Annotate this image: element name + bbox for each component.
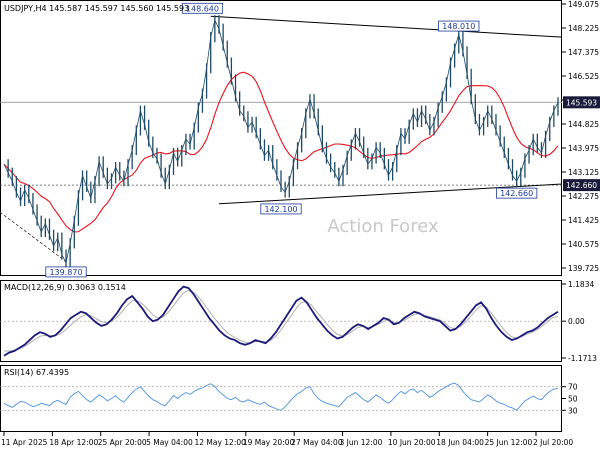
x-tick-label: 3 Jun 12:00 bbox=[340, 438, 383, 447]
macd-ytick-label: -1.1713 bbox=[568, 354, 597, 363]
price-panel-frame bbox=[0, 0, 562, 276]
annotation-label: 142.100 bbox=[264, 205, 297, 214]
x-tick-label: 18 Jun 04:00 bbox=[436, 438, 484, 447]
watermark: Action Forex bbox=[327, 216, 439, 237]
upper-trendline bbox=[210, 15, 563, 38]
moving-average-line bbox=[3, 71, 559, 233]
price-ytick-label: 144.825 bbox=[568, 120, 599, 129]
price-ytick-label: 143.975 bbox=[568, 144, 599, 153]
symbol-label: USDJPY,H4 145.587 145.597 145.560 145.59… bbox=[4, 4, 189, 13]
annotation-label: 148.010 bbox=[442, 22, 475, 31]
price-ytick-label: 146.525 bbox=[568, 72, 599, 81]
annotation-box bbox=[260, 203, 302, 215]
macd-line bbox=[3, 285, 559, 357]
annotation-box bbox=[45, 266, 87, 278]
last-price-tag-bg bbox=[563, 96, 600, 109]
support-tag-label: 142.660 bbox=[566, 181, 597, 190]
rsi-ytick-label: 30 bbox=[568, 406, 578, 415]
annotation-label: 139.870 bbox=[49, 268, 82, 277]
macd-signal-line bbox=[4, 289, 559, 352]
price-ytick-label: 140.575 bbox=[568, 240, 599, 249]
price-ytick-label: 142.275 bbox=[568, 192, 599, 201]
x-tick-label: 12 May 12:00 bbox=[194, 438, 246, 447]
annotation-box bbox=[496, 187, 538, 199]
price-ytick-label: 149.075 bbox=[568, 0, 599, 9]
price-ytick-label: 147.375 bbox=[568, 48, 599, 57]
price-ytick-label: 148.225 bbox=[568, 24, 599, 33]
lower-trendline bbox=[218, 183, 563, 205]
annotation-box bbox=[181, 2, 224, 14]
macd-label: MACD(12,26,9) 0.3063 0.1514 bbox=[4, 283, 126, 292]
annotation-box bbox=[438, 20, 480, 32]
price-ytick-label: 139.725 bbox=[568, 264, 599, 273]
macd-ytick-label: 0.00 bbox=[568, 317, 585, 326]
rsi-line bbox=[3, 382, 559, 411]
x-tick-label: 2 Jul 20:00 bbox=[533, 438, 573, 447]
x-tick-label: 25 Apr 20:00 bbox=[98, 438, 147, 447]
price-ytick-label: 141.425 bbox=[568, 216, 599, 225]
x-tick-label: 18 Apr 12:00 bbox=[49, 438, 98, 447]
rsi-label: RSI(14) 67.4395 bbox=[4, 368, 69, 377]
rsi-ytick-label: 70 bbox=[568, 383, 578, 392]
x-tick-label: 19 May 20:00 bbox=[243, 438, 295, 447]
price-line bbox=[3, 19, 559, 265]
x-tick-label: 27 May 04:00 bbox=[291, 438, 343, 447]
macd-ytick-label: 1.1834 bbox=[568, 280, 594, 289]
x-tick-label: 10 Jun 20:00 bbox=[388, 438, 436, 447]
x-tick-label: 5 May 04:00 bbox=[146, 438, 193, 447]
last-price-tag-label: 145.593 bbox=[566, 98, 597, 107]
x-tick-label: 25 Jun 12:00 bbox=[485, 438, 533, 447]
dashed-trendline bbox=[0, 211, 67, 262]
price-ytick-label: 143.125 bbox=[568, 168, 599, 177]
support-tag-bg bbox=[563, 179, 600, 192]
rsi-panel-frame bbox=[0, 365, 562, 432]
rsi-ytick-label: 50 bbox=[568, 395, 578, 404]
x-tick-label: 11 Apr 2025 bbox=[1, 438, 48, 447]
annotation-label: 142.660 bbox=[500, 189, 533, 198]
annotation-label: 148.640 bbox=[186, 4, 219, 13]
